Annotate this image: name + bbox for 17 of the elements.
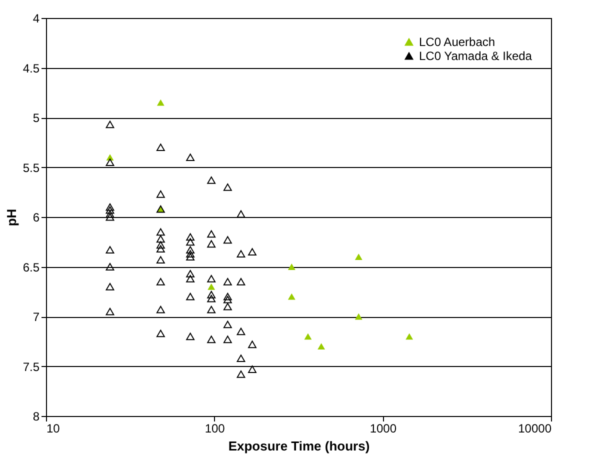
y-axis-title: pH xyxy=(4,208,19,226)
y-tick-label: 6 xyxy=(32,210,40,224)
x-tick-label: 10 xyxy=(46,422,60,436)
y-tick-label: 4 xyxy=(32,12,40,26)
y-tick-label: 4.5 xyxy=(22,61,40,76)
x-tick-label: 10000 xyxy=(518,422,552,436)
x-tick-label: 100 xyxy=(204,422,226,436)
legend-label: LC0 Auerbach xyxy=(419,35,496,49)
x-tick-label: 1000 xyxy=(370,422,397,436)
y-tick-label: 7.5 xyxy=(22,360,40,374)
y-tick-label: 6.5 xyxy=(22,260,40,274)
x-axis-title: Exposure Time (hours) xyxy=(228,438,370,454)
y-tick-label: 7 xyxy=(32,310,40,324)
y-tick-label: 5 xyxy=(32,111,40,125)
y-tick-label: 8 xyxy=(32,410,40,424)
y-tick-label: 5.5 xyxy=(22,160,40,175)
legend-label: LC0 Yamada & Ikeda xyxy=(419,49,532,63)
